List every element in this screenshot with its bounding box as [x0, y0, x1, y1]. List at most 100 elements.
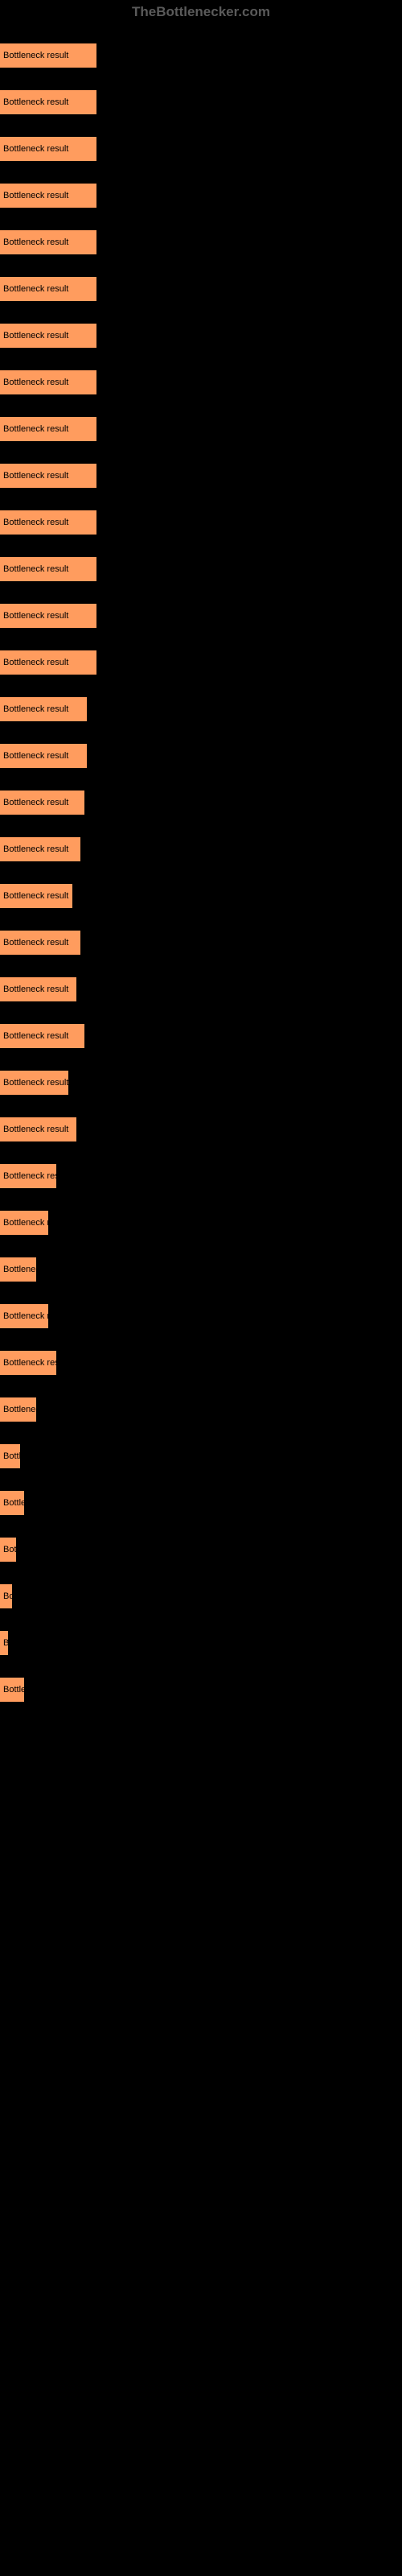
row-category-label: NVIDIA TITAN RTX: [0, 1340, 402, 1351]
row-category-label: AMD Radeon RX 6800: [0, 1153, 402, 1164]
bar-track: Bottleneck result: [0, 510, 402, 535]
bar-label: Bottleneck result: [3, 1591, 12, 1601]
bar: Bottleneck result: [0, 43, 96, 68]
chart-row: NVIDIA GeForce RTX 4070 SUPERBottleneck …: [0, 452, 402, 488]
bar-track: Bottleneck result: [0, 1257, 402, 1282]
row-category-label: NVIDIA GeForce RTX 3080: [0, 873, 402, 884]
row-category-label: NVIDIA RTX A5000: [0, 919, 402, 931]
bar-track: Bottleneck result: [0, 43, 402, 68]
chart-row: NVIDIA GeForce RTX 2080 TiBottleneck res…: [0, 1386, 402, 1422]
bar-label: Bottleneck result: [3, 424, 68, 434]
bar: Bottleneck result: [0, 977, 76, 1001]
row-category-label: NVIDIA GeForce RTX 3090: [0, 546, 402, 557]
chart-row: AMD Radeon RX 7900 XTXBottleneck result: [0, 172, 402, 208]
bar: Bottleneck result: [0, 1444, 20, 1468]
row-category-label: AMD Radeon RX 7900 XTX: [0, 172, 402, 184]
bar: Bottleneck result: [0, 137, 96, 161]
bar-label: Bottleneck result: [3, 704, 68, 714]
chart-row: AMD Radeon RX 6900 XTBottleneck result: [0, 826, 402, 861]
bar-track: Bottleneck result: [0, 557, 402, 581]
row-category-label: NVIDIA GeForce RTX 4070 SUPER: [0, 452, 402, 464]
row-category-label: AMD Radeon RX 7700 XT: [0, 1293, 402, 1304]
row-category-label: NVIDIA GeForce RTX 2080 Ti: [0, 1386, 402, 1397]
bar: Bottleneck result: [0, 1351, 56, 1375]
row-category-label: NVIDIA GeForce RTX 4070 Ti: [0, 266, 402, 277]
bar-label: Bottleneck result: [3, 1125, 68, 1134]
bar-label: Bottleneck result: [3, 1451, 20, 1461]
bar-label: Bottleneck result: [3, 1498, 24, 1508]
chart-row: NVIDIA RTX A6000Bottleneck result: [0, 499, 402, 535]
bar-track: Bottleneck result: [0, 370, 402, 394]
bar-track: Bottleneck result: [0, 90, 402, 114]
row-category-label: AMD Radeon RX 7800 XT: [0, 1013, 402, 1024]
bar-track: Bottleneck result: [0, 417, 402, 441]
row-category-label: NVIDIA RTX A5500: [0, 779, 402, 791]
bar-label: Bottleneck result: [3, 891, 68, 901]
bar: Bottleneck result: [0, 837, 80, 861]
bar: Bottleneck result: [0, 650, 96, 675]
row-category-label: NVIDIA GeForce RTX 4080: [0, 79, 402, 90]
bar: Bottleneck result: [0, 1164, 56, 1188]
bar-track: Bottleneck result: [0, 744, 402, 768]
bar-track: Bottleneck result: [0, 1304, 402, 1328]
bar-track: Bottleneck result: [0, 1631, 402, 1655]
chart-row: NVIDIA RTX A5000 Bottleneck result: [0, 919, 402, 955]
bar: Bottleneck result: [0, 370, 96, 394]
chart-row: NVIDIA RTX A4500Bottleneck result: [0, 1106, 402, 1141]
bar-track: Bottleneck result: [0, 697, 402, 721]
row-category-label: AMD Radeon RX 6950 XT: [0, 639, 402, 650]
bar-track: Bottleneck result: [0, 1164, 402, 1188]
bar: Bottleneck result: [0, 1678, 24, 1702]
bar: Bottleneck result: [0, 1117, 76, 1141]
bar-label: Bottleneck result: [3, 844, 68, 854]
bar-track: Bottleneck result: [0, 837, 402, 861]
bar-label: Bottleneck result: [3, 798, 68, 807]
bar-track: Bottleneck result: [0, 1351, 402, 1375]
row-category-label: NVIDIA GeForce RTX 3070 Ti: [0, 1199, 402, 1211]
bar: Bottleneck result: [0, 557, 96, 581]
chart-row: NVIDIA GeForce RTX 4080Bottleneck result: [0, 79, 402, 114]
row-category-label: NVIDIA GeForce RTX 3090 Ti: [0, 406, 402, 417]
bar-track: Bottleneck result: [0, 1538, 402, 1562]
bar: Bottleneck result: [0, 90, 96, 114]
row-category-label: AMD Radeon RX 6750 XT: [0, 1526, 402, 1538]
chart-row: AMD Radeon RX 6800 XTBottleneck result: [0, 966, 402, 1001]
bar-track: Bottleneck result: [0, 977, 402, 1001]
row-category-label: NVIDIA GeForce RTX 3080 Ti: [0, 733, 402, 744]
chart-row: AMD Radeon RX 7900 XTBottleneck result: [0, 359, 402, 394]
chart-row: NVIDIA GeForce RTX 4080 SUPERBottleneck …: [0, 126, 402, 161]
bar-label: Bottleneck result: [3, 938, 68, 947]
bar: Bottleneck result: [0, 1631, 8, 1655]
row-category-label: NVIDIA RTX A4000: [0, 1480, 402, 1491]
bar-label: Bottleneck result: [3, 1218, 48, 1228]
chart-row: NVIDIA GeForce RTX 4070Bottleneck result: [0, 592, 402, 628]
bar-label: Bottleneck result: [3, 331, 68, 341]
chart-row: NVIDIA GeForce RTX 3080 TiBottleneck res…: [0, 733, 402, 768]
bar: Bottleneck result: [0, 1397, 36, 1422]
bar-label: Bottleneck result: [3, 237, 68, 247]
row-category-label: NVIDIA GeForce RTX 4060: [0, 1620, 402, 1631]
bar-track: Bottleneck result: [0, 1584, 402, 1608]
bar-label: Bottleneck result: [3, 518, 68, 527]
bar-label: Bottleneck result: [3, 1685, 24, 1695]
bar-track: Bottleneck result: [0, 604, 402, 628]
row-category-label: NVIDIA Quadro RTX 8000: [0, 1666, 402, 1678]
chart-row: NVIDIA RTX 6000 Ada GenerationBottleneck…: [0, 312, 402, 348]
bar: Bottleneck result: [0, 510, 96, 535]
row-category-label: NVIDIA GeForce RTX 4070 Ti SUPER: [0, 219, 402, 230]
row-category-label: NVIDIA GeForce RTX 4060 Ti: [0, 1059, 402, 1071]
bar: Bottleneck result: [0, 744, 87, 768]
bar-label: Bottleneck result: [3, 284, 68, 294]
bar: Bottleneck result: [0, 1304, 48, 1328]
chart-row: NVIDIA GeForce RTX 3070Bottleneck result: [0, 1433, 402, 1468]
bar-label: Bottleneck result: [3, 1265, 36, 1274]
chart-row: NVIDIA GeForce RTX 3080 Bottleneck result: [0, 873, 402, 908]
bar-label: Bottleneck result: [3, 1171, 56, 1181]
bar-track: Bottleneck result: [0, 1211, 402, 1235]
bar-track: Bottleneck result: [0, 1444, 402, 1468]
row-category-label: AMD Radeon RX 7900 XT: [0, 359, 402, 370]
chart-row: NVIDIA RTX A4000 Bottleneck result: [0, 1480, 402, 1515]
bar-track: Bottleneck result: [0, 277, 402, 301]
bar: Bottleneck result: [0, 604, 96, 628]
chart-row: NVIDIA Quadro GV100Bottleneck result: [0, 1246, 402, 1282]
